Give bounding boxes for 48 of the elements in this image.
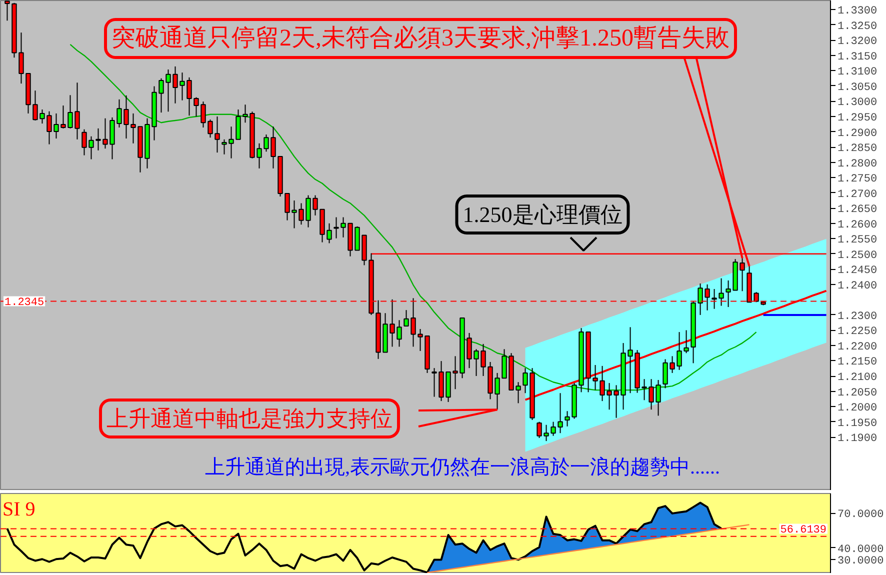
annotation: 1.250是心理價位 (462, 202, 622, 227)
candlestick (4, 0, 10, 22)
y-tick-label: 1.2700 (838, 188, 878, 201)
y-tick-label: 1.3300 (838, 6, 878, 18)
candlestick (236, 108, 241, 140)
chart-title: SI 9 (2, 498, 36, 520)
y-tick-label: 1.3050 (838, 82, 878, 94)
annotation: 上升通道的出現,表示歐元仍然在一浪高於一浪的趨勢中...... (205, 456, 720, 478)
y-tick-label: 1.2200 (838, 341, 878, 354)
line-series (426, 524, 750, 573)
y-tick-label: 1.2000 (838, 402, 878, 415)
y-tick-label: 1.1900 (838, 433, 878, 446)
y-tick-label: 1.2850 (838, 143, 878, 156)
y-tick-label: 1.3250 (838, 20, 878, 33)
candlestick (712, 288, 717, 310)
y-tick-label: 1.2900 (838, 128, 878, 140)
y-tick-label: 1.2500 (838, 250, 878, 262)
y-tick-label: 1.3150 (838, 51, 878, 64)
y-tick-label: 1.2250 (838, 326, 878, 338)
y-tick-label: 1.3200 (838, 36, 878, 48)
candlestick (718, 278, 724, 306)
candlestick (550, 421, 556, 436)
y-tick-label: 70.0000 (838, 509, 884, 522)
y-tick-label: 30.0000 (838, 556, 884, 568)
ref-line-label: 56.6139 (780, 524, 827, 537)
y-tick-label: 1.2800 (838, 158, 878, 170)
y-tick-label: 1.2050 (838, 387, 878, 400)
y-tick-label: 1.2550 (838, 234, 878, 247)
annotation: 突破通道只停留2天,未符合必須3天要求,沖擊1.250暫告失敗 (112, 24, 730, 52)
candlestick (684, 330, 689, 354)
y-tick-label: 1.2300 (838, 310, 878, 323)
y-tick-label: 1.2150 (838, 356, 878, 369)
candlestick (214, 116, 220, 154)
y-tick-label: 1.2600 (838, 219, 878, 232)
y-tick-label: 1.3100 (838, 66, 878, 79)
y-tick-label: 1.2450 (838, 265, 878, 278)
y-tick-label: 1.2400 (838, 280, 878, 292)
y-tick-label: 1.3000 (838, 97, 878, 110)
y-tick-label: 1.2950 (838, 112, 878, 125)
annotation: 上升通道中軸也是強力支持位 (106, 406, 392, 431)
candlestick (564, 410, 570, 427)
y-tick-label: 1.2750 (838, 174, 878, 186)
y-tick-label: 1.1950 (838, 418, 878, 430)
ref-line-label: 1.2345 (4, 297, 44, 310)
y-tick-label: 1.2650 (838, 204, 878, 216)
y-tick-label: 40.0000 (838, 544, 884, 556)
y-tick-label: 1.2100 (838, 372, 878, 384)
candlestick (558, 392, 563, 434)
